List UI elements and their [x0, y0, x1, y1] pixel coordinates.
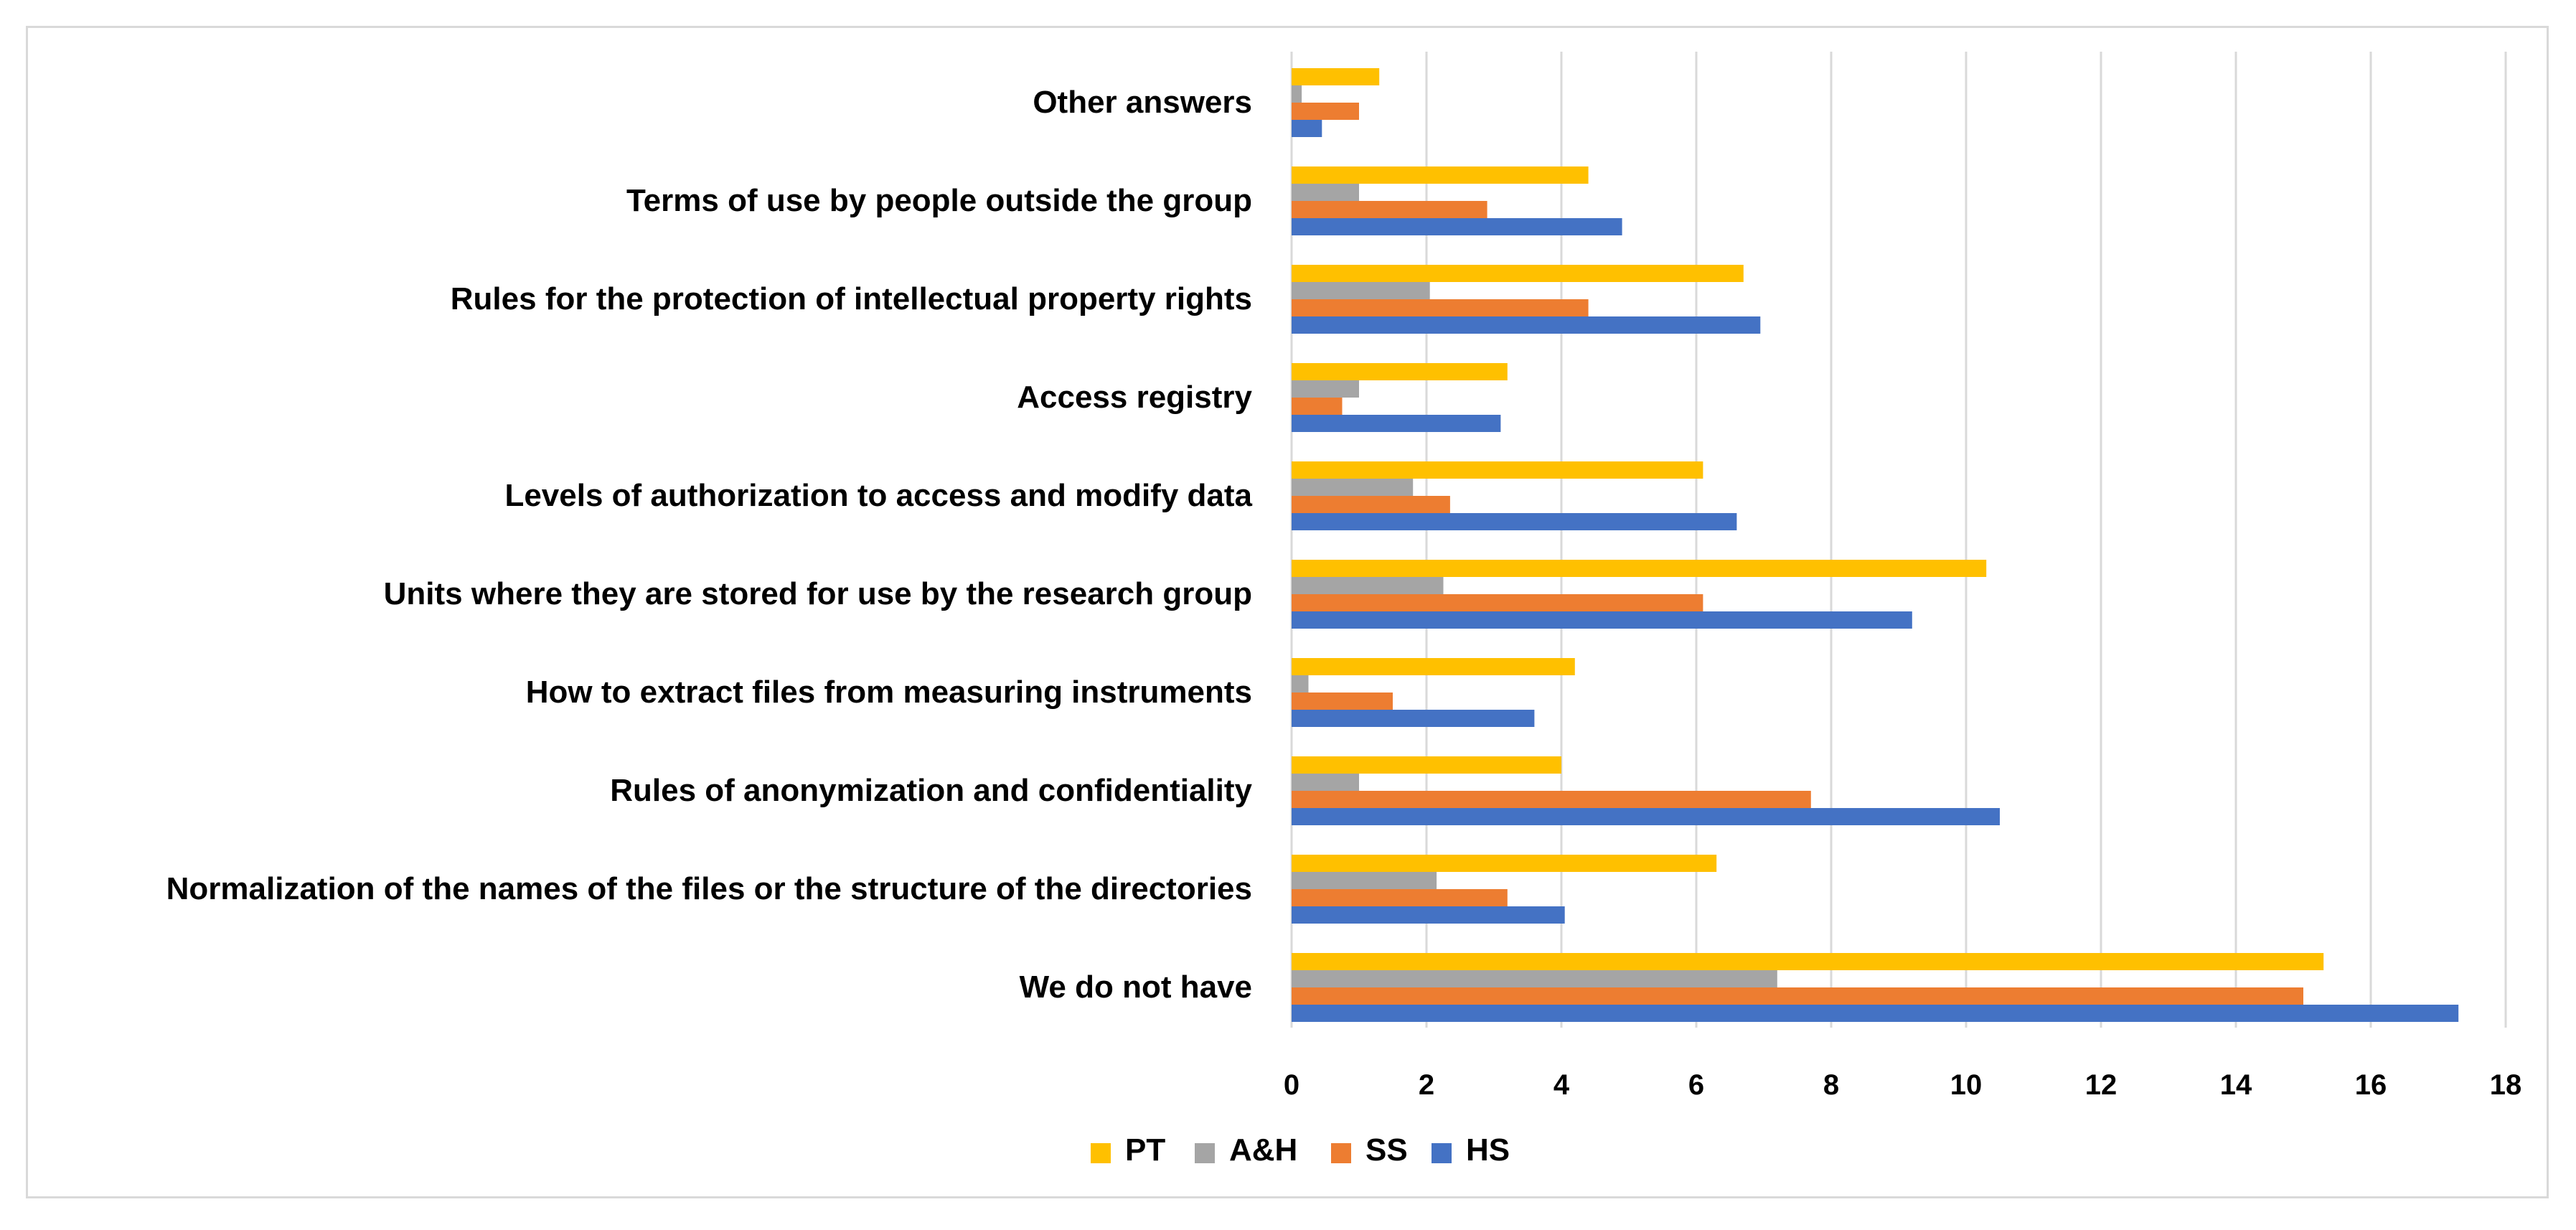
bar-ss	[1292, 889, 1508, 906]
bar-pt	[1292, 265, 1744, 282]
category-label: Levels of authorization to access and mo…	[504, 478, 1252, 513]
bar-ah	[1292, 380, 1359, 398]
legend-swatch-pt	[1091, 1143, 1111, 1163]
category-labels: Other answers Terms of use by people outs…	[166, 85, 1253, 1005]
category-label: Normalization of the names of the files …	[166, 871, 1252, 906]
category-label: Rules for the protection of intellectual…	[451, 281, 1252, 316]
gridlines	[1290, 52, 2507, 1028]
category-label: Terms of use by people outside the group	[626, 183, 1252, 218]
legend-swatch-ah	[1195, 1143, 1215, 1163]
legend-label: A&H	[1229, 1132, 1297, 1168]
bar-ss	[1292, 594, 1703, 611]
bar-pt	[1292, 363, 1508, 380]
bar-ss	[1292, 201, 1487, 218]
category-label: Other answers	[1033, 85, 1252, 120]
x-tick-label: 18	[2490, 1069, 2522, 1101]
bar-hs	[1292, 513, 1737, 530]
legend-label: PT	[1125, 1132, 1165, 1168]
legend-swatch-hs	[1432, 1143, 1452, 1163]
bar-pt	[1292, 560, 1987, 577]
x-tick-label: 0	[1284, 1069, 1299, 1101]
x-tick-label: 16	[2355, 1069, 2387, 1101]
bar-ah	[1292, 85, 1302, 103]
legend-label: SS	[1365, 1132, 1408, 1168]
bar-ah	[1292, 282, 1430, 299]
bar-hs	[1292, 808, 2000, 825]
bar-ah	[1292, 479, 1414, 496]
bars	[1292, 68, 2459, 1022]
x-tick-label: 4	[1553, 1069, 1570, 1101]
bar-ss	[1292, 103, 1359, 120]
bar-hs	[1292, 415, 1501, 432]
bar-ah	[1292, 577, 1444, 594]
legend-label: HS	[1466, 1132, 1510, 1168]
bar-pt	[1292, 953, 2324, 970]
bar-pt	[1292, 68, 1380, 85]
category-label: Rules of anonymization and confidentiali…	[610, 773, 1252, 808]
bar-ss	[1292, 987, 2303, 1005]
x-tick-label: 2	[1419, 1069, 1434, 1101]
x-tick-label: 10	[1950, 1069, 1983, 1101]
bar-hs	[1292, 710, 1535, 727]
category-label: Access registry	[1017, 380, 1252, 415]
bar-ss	[1292, 496, 1450, 513]
legend-swatch-ss	[1331, 1143, 1351, 1163]
bar-hs	[1292, 120, 1322, 137]
bar-hs	[1292, 1005, 2459, 1022]
bar-pt	[1292, 461, 1703, 479]
bar-ss	[1292, 398, 1343, 415]
bar-ah	[1292, 774, 1359, 791]
bar-pt	[1292, 658, 1575, 675]
bar-ss	[1292, 299, 1589, 316]
x-tick-label: 6	[1688, 1069, 1704, 1101]
bar-pt	[1292, 166, 1589, 184]
bar-ss	[1292, 791, 1811, 808]
bar-pt	[1292, 756, 1561, 774]
x-tick-label: 14	[2220, 1069, 2252, 1101]
bar-ah	[1292, 184, 1359, 201]
legend: PT A&H SS HS	[1091, 1132, 1510, 1168]
x-tick-label: 12	[2085, 1069, 2117, 1101]
bar-hs	[1292, 906, 1565, 924]
x-tick-label: 8	[1823, 1069, 1839, 1101]
bar-ss	[1292, 693, 1393, 710]
bar-pt	[1292, 855, 1717, 872]
bar-hs	[1292, 316, 1761, 334]
bar-hs	[1292, 611, 1912, 629]
category-label: Units where they are stored for use by t…	[384, 576, 1252, 611]
category-label: How to extract files from measuring inst…	[526, 675, 1252, 710]
bar-hs	[1292, 218, 1622, 235]
bar-ah	[1292, 675, 1309, 693]
x-axis-tick-labels: 0 2 4 6 8 10 12 14 16 18	[1284, 1069, 2521, 1101]
bar-ah	[1292, 970, 1777, 987]
bar-ah	[1292, 872, 1437, 889]
category-label: We do not have	[1020, 970, 1252, 1005]
